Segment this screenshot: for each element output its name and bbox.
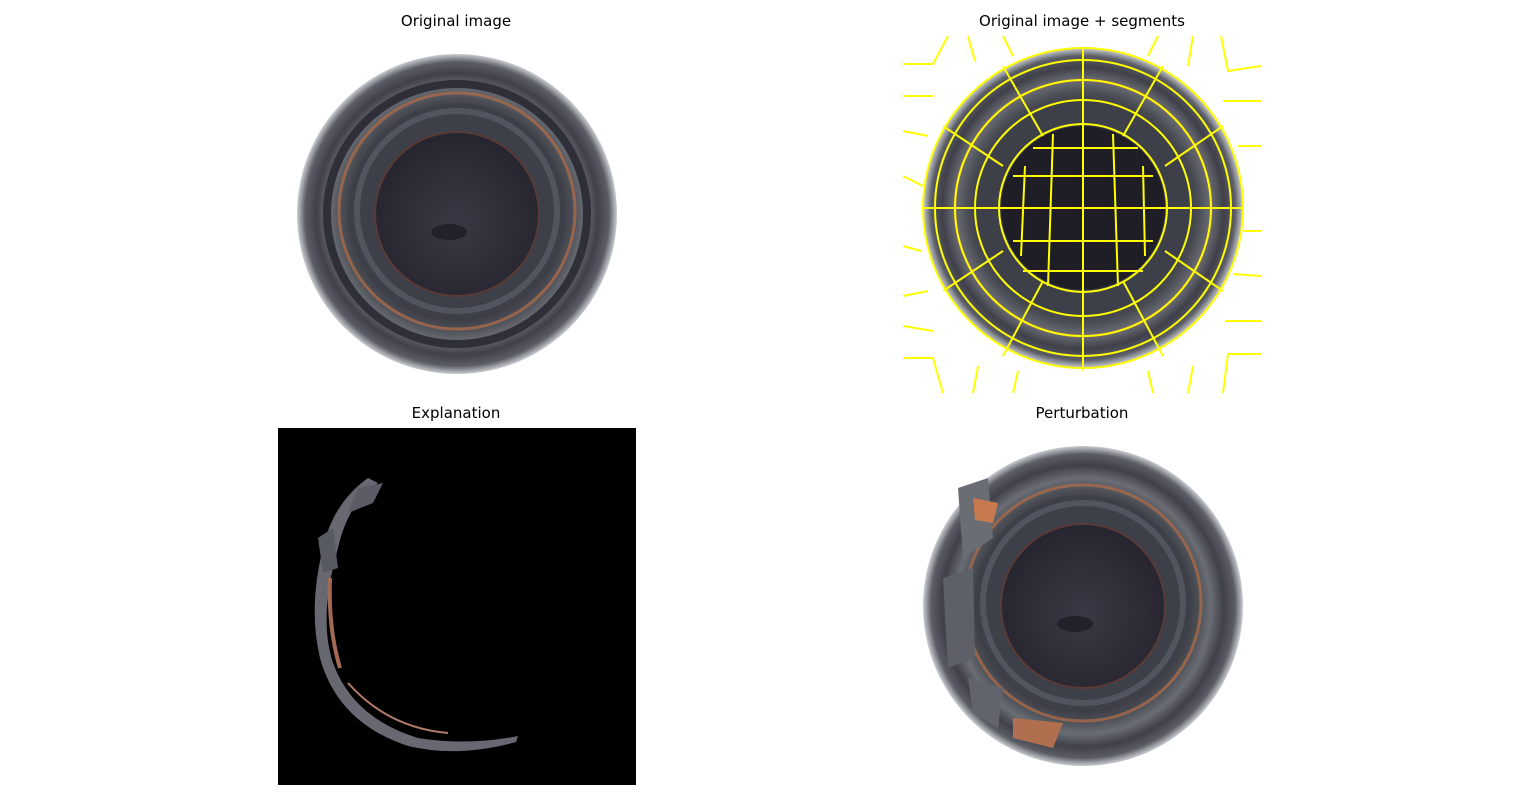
bottle-inner (375, 132, 539, 296)
original-image (277, 36, 635, 393)
explanation-image (278, 428, 636, 785)
segmented-image (903, 36, 1261, 393)
panel-title-segments: Original image + segments (979, 12, 1185, 30)
panel-title-perturbation: Perturbation (1035, 404, 1129, 422)
panel-title-original: Original image (400, 12, 512, 30)
perturbation-image (903, 428, 1261, 785)
explanation-mask (278, 428, 636, 785)
panel-title-explanation: Explanation (411, 404, 501, 422)
segment-boundaries (903, 36, 1261, 393)
